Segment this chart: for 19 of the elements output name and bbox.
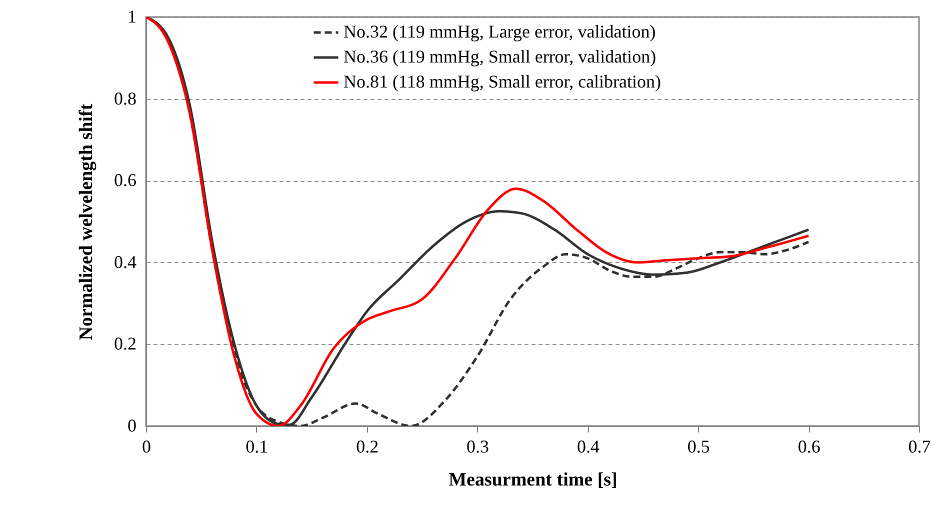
x-axis-title: Measurment time [s] xyxy=(448,470,618,490)
x-tick-label: 0.6 xyxy=(798,436,820,456)
legend-label: No.81 (118 mmHg, Small error, calibration) xyxy=(344,72,662,92)
y-tick-label: 0.2 xyxy=(114,334,136,354)
y-tick-label: 0.4 xyxy=(114,252,136,272)
y-axis-title: Normalized welvelength shift xyxy=(76,103,97,340)
x-tick-label: 0.3 xyxy=(466,436,490,456)
y-tick-label: 1 xyxy=(128,6,136,26)
y-tick-label: 0.8 xyxy=(114,88,136,108)
y-tick-label: 0.6 xyxy=(114,170,136,190)
legend-label: No.32 (119 mmHg, Large error, validation) xyxy=(344,22,656,42)
x-tick-label: 0.4 xyxy=(576,436,600,456)
x-tick-label: 0.1 xyxy=(246,436,268,456)
x-tick-label: 0.2 xyxy=(356,436,379,456)
x-tick-label: 0 xyxy=(142,436,151,456)
x-tick-label: 0.7 xyxy=(908,436,931,456)
x-tick-label: 0.5 xyxy=(687,436,710,456)
legend-label: No.36 (119 mmHg, Small error, validation) xyxy=(344,46,656,66)
y-tick-label: 0 xyxy=(128,416,136,436)
